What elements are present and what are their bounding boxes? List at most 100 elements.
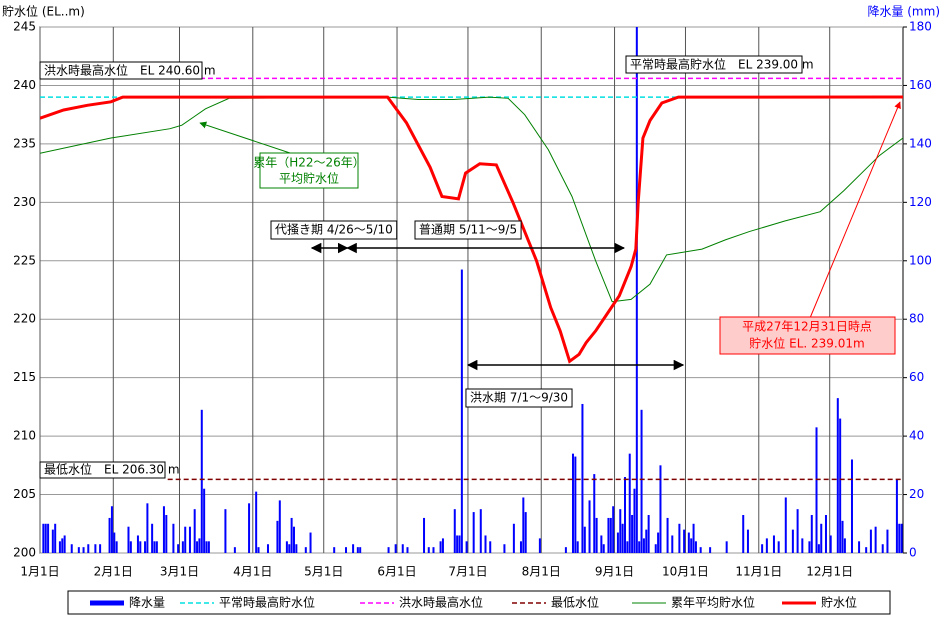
rain-bar — [657, 532, 660, 553]
x-tick-label: 9月1日 — [595, 565, 634, 579]
rain-bar — [460, 269, 463, 553]
callout-text: 平均貯水位 — [279, 171, 339, 186]
rain-bar — [207, 541, 210, 553]
rain-bar — [233, 547, 236, 553]
y2-tick-label: 120 — [909, 195, 932, 209]
rain-bar — [692, 523, 695, 553]
x-tick-label: 7月1日 — [448, 565, 487, 579]
legend-label: 累年平均貯水位 — [671, 595, 755, 610]
rain-bar — [607, 517, 610, 553]
period-box — [270, 220, 398, 240]
rain-bar — [292, 526, 295, 553]
rain-bar — [654, 544, 657, 553]
rain-bar — [810, 515, 813, 553]
rain-bar — [616, 532, 619, 553]
y-tick-label: 215 — [13, 370, 36, 384]
rain-bar — [193, 509, 196, 553]
rain-bar — [595, 517, 598, 553]
rain-bar — [635, 27, 638, 553]
rain-bar — [127, 526, 130, 553]
rain-bar — [200, 409, 203, 553]
y-tick-label: 235 — [13, 136, 36, 150]
rain-bar — [633, 488, 636, 553]
rain-bar — [115, 541, 118, 553]
rain-bar — [113, 532, 116, 553]
rain-bar — [110, 506, 113, 553]
rain-bar — [304, 547, 307, 553]
rain-bar — [465, 541, 468, 553]
rain-bar — [295, 544, 298, 553]
rain-bar — [181, 541, 184, 553]
rain-bar — [441, 538, 444, 553]
rain-bar — [850, 459, 853, 553]
rain-bar — [61, 538, 64, 553]
legend — [67, 590, 891, 615]
rain-bar — [841, 520, 844, 553]
rain-bar — [624, 477, 627, 553]
callout-box — [719, 316, 896, 355]
rain-bar — [640, 409, 643, 553]
rain-bar — [165, 515, 168, 553]
rain-bar — [687, 532, 690, 553]
x-tick-label: 5月1日 — [304, 565, 343, 579]
rain-bar — [203, 488, 206, 553]
rain-bar — [801, 538, 804, 553]
rain-bar — [387, 547, 390, 553]
y-axis-title: 貯水位 (EL..m) — [2, 4, 85, 19]
callout-text: 洪水時最高水位 EL 240.60 m — [44, 63, 216, 78]
rain-bar — [47, 523, 50, 553]
rain-bar — [820, 523, 823, 553]
y-tick-label: 205 — [13, 487, 36, 501]
legend-label: 降水量 — [129, 596, 165, 610]
rain-bar — [817, 544, 820, 553]
rain-bar — [709, 547, 712, 553]
rain-bar — [666, 517, 669, 553]
callout-box — [259, 152, 359, 189]
rain-bar — [155, 541, 158, 553]
x-tick-label: 6月1日 — [377, 565, 416, 579]
rain-bar — [44, 523, 47, 553]
rain-bar — [63, 535, 66, 553]
x-tick-label: 12月1日 — [806, 565, 853, 579]
rain-bar — [108, 517, 111, 553]
rain-bar — [746, 529, 749, 553]
callout-text: 累年（H22〜26年） — [253, 156, 365, 170]
rain-bar — [784, 497, 787, 553]
rain-bar — [593, 474, 596, 553]
rain-bar — [432, 547, 435, 553]
rain-bar — [512, 523, 515, 553]
rain-bar — [51, 529, 54, 553]
rain-bar — [683, 529, 686, 553]
rain-bar — [70, 544, 73, 553]
rain-bar — [522, 497, 525, 553]
rain-bar — [858, 541, 861, 553]
line-line — [40, 96, 903, 303]
rain-bar — [874, 526, 877, 553]
legend-label: 最低水位 — [551, 595, 599, 610]
rain-bar — [690, 538, 693, 553]
period-label: 洪水期 7/1〜9/30 — [470, 391, 568, 405]
y2-tick-label: 0 — [909, 546, 917, 560]
y2-tick-label: 40 — [909, 429, 924, 443]
y-tick-label: 220 — [13, 312, 36, 326]
y2-tick-label: 140 — [909, 136, 932, 150]
rain-bar — [602, 544, 605, 553]
rain-bar — [146, 503, 149, 553]
rain-bar — [248, 503, 251, 553]
x-tick-label: 8月1日 — [522, 565, 561, 579]
callout-arrow — [199, 121, 291, 154]
rain-bar — [394, 544, 397, 553]
rain-bar — [188, 526, 191, 553]
y2-tick-label: 20 — [909, 487, 924, 501]
rain-bar — [588, 500, 591, 553]
x-tick-label: 10月1日 — [662, 565, 709, 579]
rain-bar — [638, 541, 641, 553]
rain-bar — [886, 529, 889, 553]
callout-box — [625, 55, 803, 74]
rain-bar — [82, 547, 85, 553]
rain-bar — [224, 509, 227, 553]
rain-bar — [619, 509, 622, 553]
y-tick-label: 240 — [13, 78, 36, 92]
period-box — [465, 388, 573, 408]
rain-bar — [198, 538, 201, 553]
